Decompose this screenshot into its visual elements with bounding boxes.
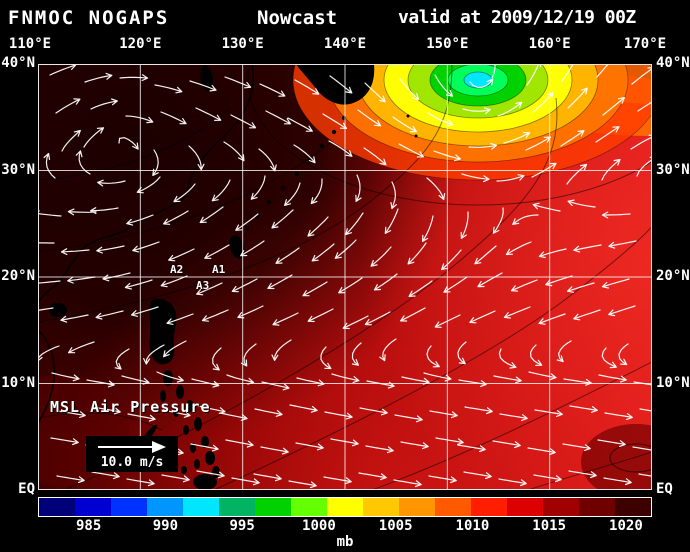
colorbar-segment — [615, 498, 651, 516]
lon-tick: 110°E — [8, 36, 52, 52]
lat-tick-left: EQ — [18, 481, 35, 497]
isobar-contour — [38, 412, 163, 431]
colorbar-segment — [255, 498, 291, 516]
colorbar-segment — [291, 498, 327, 516]
forecast-type: Nowcast — [257, 7, 338, 29]
colorbar-label: 995 — [229, 518, 255, 534]
wind-vectors — [38, 64, 652, 489]
lon-tick: 170°E — [623, 36, 667, 52]
plot-border — [38, 64, 652, 490]
colorbar-segment — [543, 498, 579, 516]
colorbar-segment — [219, 498, 255, 516]
lat-tick-right: EQ — [656, 481, 673, 497]
wind-scale-legend: 10.0 m/s — [86, 436, 178, 472]
wind-scale-arrow-icon — [98, 441, 166, 453]
storm-annotation: A2 — [170, 263, 184, 276]
colorbar-segment — [507, 498, 543, 516]
colorbar-segment — [579, 498, 615, 516]
mainland-coast — [38, 64, 254, 425]
lon-tick: 120°E — [119, 36, 162, 52]
valid-time: valid at 2009/12/19 00Z — [398, 7, 636, 28]
map-field — [38, 64, 652, 490]
lat-tick-right: 40°N — [656, 55, 690, 71]
colorbar-segment — [183, 498, 219, 516]
lon-tick: 130°E — [221, 36, 264, 52]
storm-annotation: A1 — [212, 263, 226, 276]
lon-tick: 160°E — [528, 36, 571, 52]
lat-tick-right: 10°N — [656, 374, 690, 391]
cyclone-ring — [463, 71, 493, 89]
field-label: MSL Air Pressure — [50, 398, 211, 416]
isobar-contour — [38, 107, 233, 181]
colorbar-segment — [75, 498, 111, 516]
colorbar-unit: mb — [336, 534, 354, 550]
isobar-contour — [38, 64, 453, 323]
isobar-contour — [371, 361, 652, 490]
colorbar-segment — [147, 498, 183, 516]
isobar-contour — [213, 225, 652, 490]
lat-tick-left: 10°N — [1, 374, 35, 391]
product-title: FNMOC NOGAPS — [8, 7, 170, 29]
lon-tick: 140°E — [323, 36, 367, 52]
isobar-contour — [38, 141, 333, 253]
lat-tick-right: 30°N — [656, 161, 690, 178]
colorbar-segment — [399, 498, 435, 516]
colorbar-segment — [363, 498, 399, 516]
lat-tick-left: 40°N — [1, 55, 35, 71]
isobar-contour — [527, 451, 652, 490]
lat-tick-left: 20°N — [1, 268, 35, 284]
colorbar-label: 1000 — [302, 518, 336, 534]
colorbar-segment — [111, 498, 147, 516]
lat-tick-right: 20°N — [656, 268, 690, 284]
colorbar — [38, 497, 652, 517]
lat-tick-left: 30°N — [1, 161, 35, 178]
colorbar-label: 1015 — [532, 518, 566, 534]
lon-tick: 150°E — [426, 36, 469, 52]
colorbar-segment — [327, 498, 363, 516]
colorbar-label: 990 — [152, 518, 179, 534]
colorbar-label: 1010 — [455, 518, 490, 534]
storm-annotation: A3 — [196, 279, 210, 292]
colorbar-label: 985 — [75, 518, 102, 534]
graticule — [38, 64, 652, 490]
colorbar-segment — [39, 498, 75, 516]
wind-scale-value: 10.0 m/s — [100, 455, 164, 470]
colorbar-segment — [435, 498, 471, 516]
colorbar-label: 1020 — [609, 518, 643, 534]
colorbar-segment — [471, 498, 507, 516]
colorbar-label: 1005 — [378, 518, 413, 534]
